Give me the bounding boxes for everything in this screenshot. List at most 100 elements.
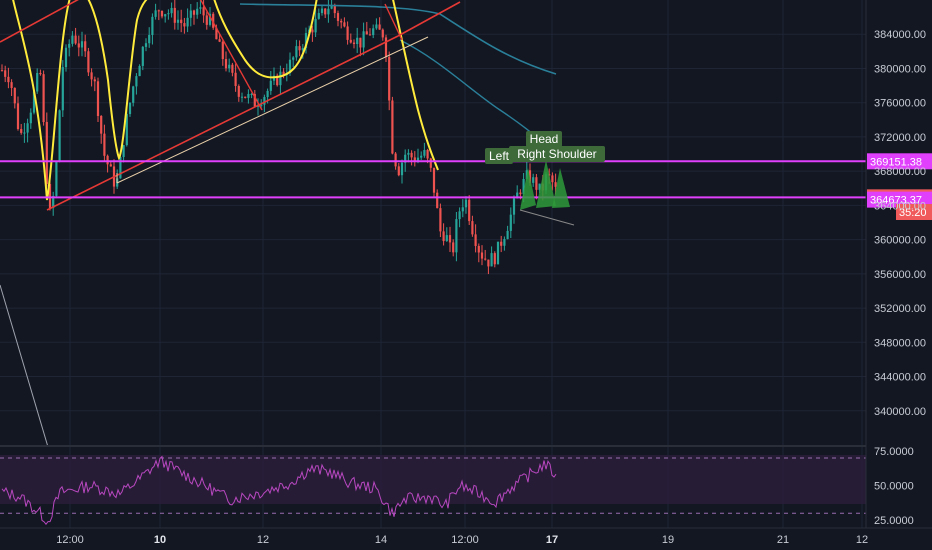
candle-body [221,41,224,60]
candle-body [538,183,541,190]
candle-body [144,43,148,47]
candle-body [282,71,285,75]
price-tag-upper-level-box [867,153,932,170]
candle-body [157,10,160,12]
candle-body [80,41,84,48]
countdown-tag-text: 35:20 [899,207,927,219]
rsi-tick-label: 25.0000 [874,515,914,527]
candle-body [551,175,554,183]
candle-body [77,43,80,48]
beige-trendline [116,36,429,184]
candle-body [324,8,327,15]
candle-body [448,235,452,243]
candle-body [535,177,538,190]
candle-body [253,93,256,107]
price-tick-label: 380000.00 [874,63,926,75]
candle-body [368,34,372,36]
candle-body [391,100,394,154]
candle-body [61,67,64,111]
candle-body [276,75,279,86]
time-tick-label: 19 [662,534,674,546]
pattern-head [536,160,556,208]
candles-layer [0,0,557,275]
price-tick-label: 348000.00 [874,337,926,349]
candle-body [208,13,212,25]
candle-body [84,41,87,52]
pattern-label-text: Right Shoulder [517,147,596,161]
candle-body [71,35,74,44]
candle-body [317,13,320,19]
candle-body [378,24,381,30]
time-tick-label: 12:00 [56,534,84,546]
candle-body [263,97,266,105]
candle-body [244,96,247,98]
candle-body [484,258,487,260]
candle-body [109,164,112,167]
candle-body [196,8,199,15]
candle-body [352,42,356,44]
candle-body [68,43,71,48]
candle-body [74,35,77,44]
time-tick-label: 14 [375,534,387,546]
candle-body [234,72,237,86]
candle-body [13,87,16,104]
time-tick-label: 12:00 [451,534,479,546]
candle-body [301,48,304,51]
candle-body [416,157,420,162]
candle-body [356,37,359,44]
candle-body [519,192,522,195]
candle-body [170,7,173,14]
price-tick-label: 376000.00 [874,98,926,110]
candle-body [532,177,535,183]
candle-body [490,253,493,267]
candle-body [122,145,125,158]
candle-body [346,26,349,40]
countdown-tag-box [896,204,932,220]
candle-body [330,5,333,9]
price-tick-label: 364000.00 [874,200,926,212]
pattern-label-box [526,131,562,147]
candle-body [340,20,343,23]
pattern-left-shoulder [520,168,536,210]
candle-body [464,199,468,208]
rsi-band-background [0,455,866,504]
candle-body [349,39,352,43]
candle-body [90,72,93,80]
candle-body [269,80,272,91]
candle-body [199,7,202,9]
candle-body [426,149,429,159]
moving-average-line [239,3,557,75]
candle-body [260,104,263,106]
candle-body [333,5,336,14]
candle-body [295,46,298,58]
price-tick-label: 340000.00 [874,406,926,418]
candle-body [343,22,346,27]
candle-body [202,7,205,16]
time-tick-label: 10 [154,534,166,546]
candle-body [413,157,416,162]
candle-body [506,230,509,240]
price-tick-label: 360000.00 [874,235,926,247]
candle-body [522,178,525,195]
candle-body [176,19,180,23]
rsi-layer [0,455,866,526]
candle-body [228,64,231,69]
candle-body [397,166,400,176]
price-tick-label: 372000.00 [874,132,926,144]
price-tick-label: 356000.00 [874,269,926,281]
candle-body [138,65,141,77]
red-trendline-lower [46,35,399,211]
candle-body [359,37,362,48]
candle-body [477,245,480,253]
candle-body [336,13,340,21]
candle-body [103,133,106,156]
time-tick-label: 12 [257,534,269,546]
candle-body [420,155,423,158]
candle-body [266,90,269,98]
pattern-right-shoulder [552,168,570,208]
candle-body [119,157,122,179]
candle-body [288,59,292,74]
candle-body [100,115,103,134]
